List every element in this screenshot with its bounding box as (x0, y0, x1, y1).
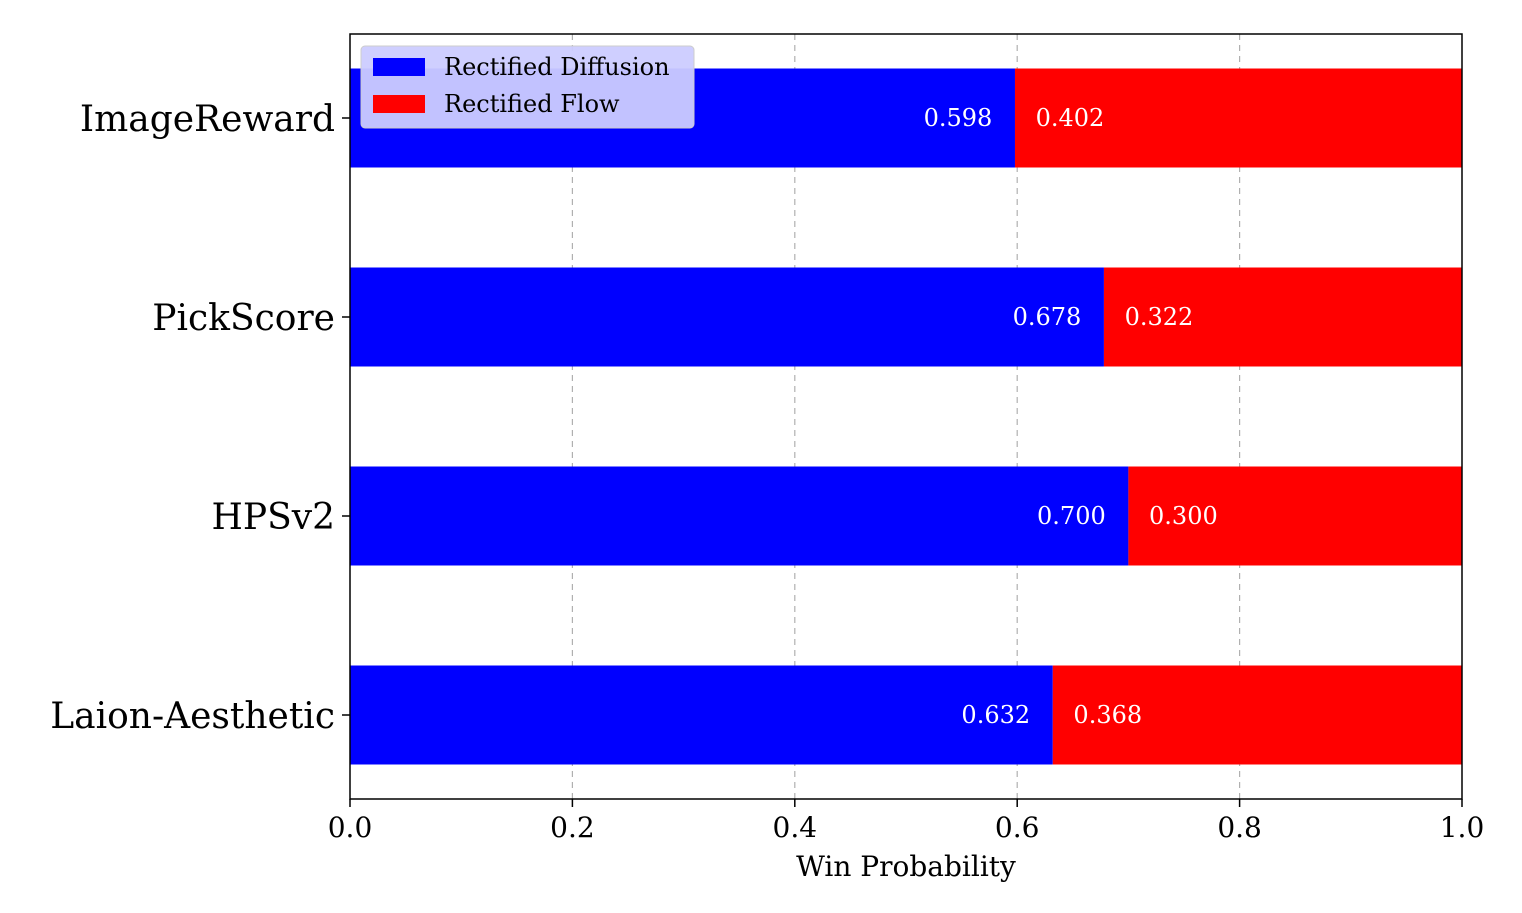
bar-rectified-diffusion-3 (350, 665, 1053, 765)
bar-rectified-flow-0 (1014, 68, 1462, 168)
legend[interactable]: Rectified Diffusion Rectified Flow (360, 45, 695, 129)
bar-rectified-flow-1 (1103, 267, 1462, 367)
x-tick-label-0.2: 0.2 (550, 811, 595, 844)
category-label-2: HPSv2 (211, 497, 335, 538)
x-tick-label-0.4: 0.4 (773, 811, 818, 844)
legend-entries: Rectified Diffusion Rectified Flow (373, 53, 670, 118)
category-label-3: Laion-Aesthetic (50, 696, 335, 737)
legend-label-rectified-flow: Rectified Flow (444, 90, 620, 118)
category-label-1: PickScore (152, 298, 335, 339)
legend-box (360, 45, 695, 129)
legend-label-rectified-diffusion: Rectified Diffusion (444, 53, 670, 81)
bar-label-rectified-flow-2: 0.300 (1149, 502, 1218, 530)
bar-value-labels: 0.598 0.402 0.678 0.322 0.700 0.300 0.632 0.368 (924, 104, 1218, 729)
bar-label-rectified-diffusion-0: 0.598 (924, 104, 993, 132)
x-axis-title: Win Probability (796, 850, 1016, 883)
x-tick-label-0.0: 0.0 (328, 811, 373, 844)
bar-rectified-diffusion-1 (350, 267, 1104, 367)
bar-label-rectified-diffusion-2: 0.700 (1037, 502, 1106, 530)
axis-ticks: 0.0 0.2 0.4 0.6 0.8 1.0 ImageReward PickScore HP… (50, 99, 1484, 844)
bar-label-rectified-flow-3: 0.368 (1073, 701, 1142, 729)
x-tick-label-0.8: 0.8 (1217, 811, 1262, 844)
bar-label-rectified-flow-0: 0.402 (1036, 104, 1105, 132)
bars (350, 68, 1462, 765)
bar-rectified-flow-2 (1128, 466, 1462, 566)
x-tick-label-0.6: 0.6 (995, 811, 1040, 844)
category-label-0: ImageReward (80, 99, 335, 140)
bar-rectified-diffusion-2 (350, 466, 1129, 566)
legend-swatch-rectified-flow (373, 95, 425, 113)
bar-label-rectified-diffusion-3: 0.632 (961, 701, 1030, 729)
bar-label-rectified-flow-1: 0.322 (1125, 303, 1194, 331)
legend-swatch-rectified-diffusion (373, 58, 425, 76)
plot-frame (349, 33, 1463, 800)
bar-label-rectified-diffusion-1: 0.678 (1013, 303, 1082, 331)
x-tick-label-1.0: 1.0 (1440, 811, 1485, 844)
bar-rectified-flow-3 (1052, 665, 1462, 765)
